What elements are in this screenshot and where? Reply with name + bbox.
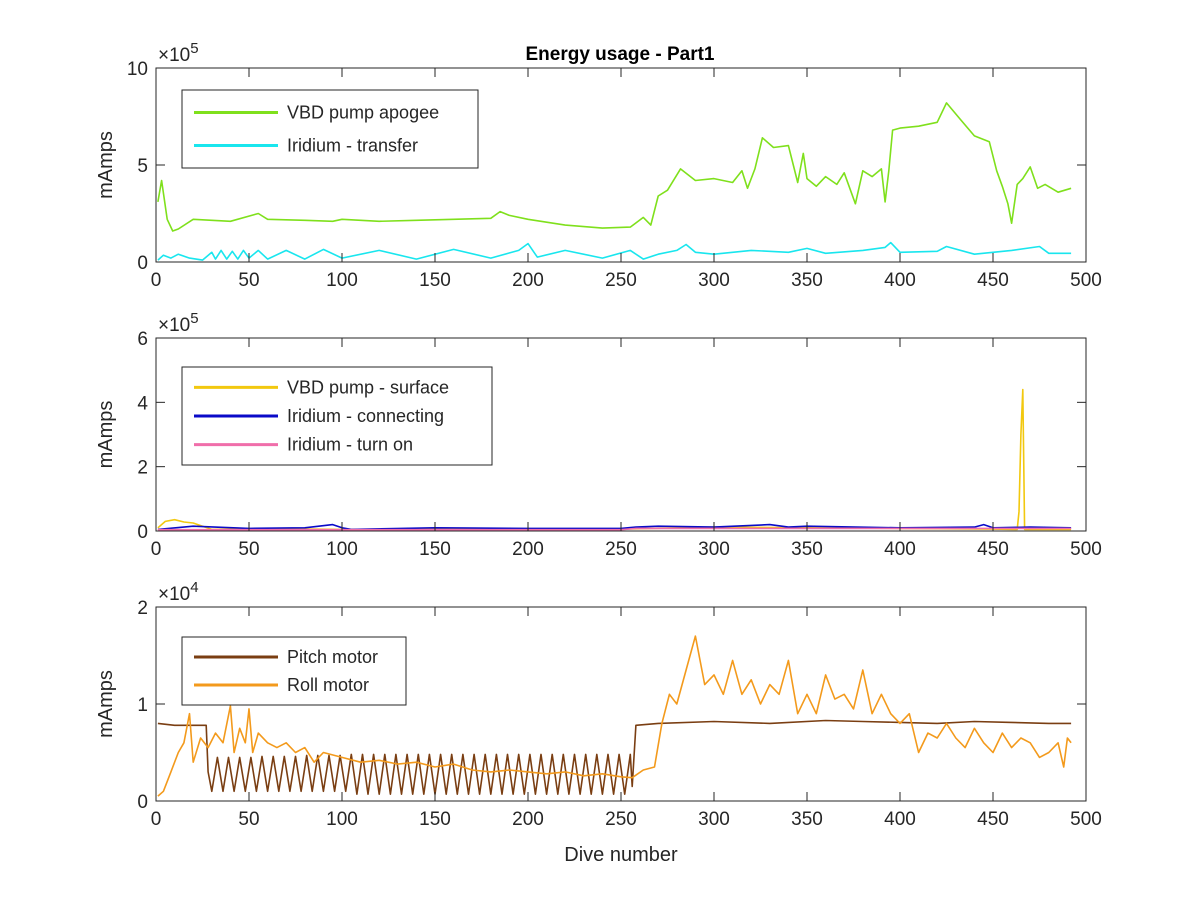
x-tick-label: 500 xyxy=(1070,270,1102,291)
x-tick-label: 450 xyxy=(977,539,1009,560)
series-line-roll-motor xyxy=(157,635,1072,797)
x-tick-label: 400 xyxy=(884,809,916,830)
x-tick-label: 350 xyxy=(791,809,823,830)
legend: VBD pump apogee Iridium - transfer xyxy=(181,89,479,169)
y-exponent-power: 5 xyxy=(190,40,198,57)
x-tick-label: 300 xyxy=(698,539,730,560)
legend-label: Pitch motor xyxy=(287,647,378,667)
x-tick-label: 450 xyxy=(977,270,1009,291)
y-tick-label: 0 xyxy=(137,522,148,543)
x-tick-label: 100 xyxy=(326,270,358,291)
x-tick-label: 0 xyxy=(151,539,162,560)
legend-label: VBD pump - surface xyxy=(287,377,449,397)
legend-label: Iridium - connecting xyxy=(287,406,444,426)
x-tick-label: 200 xyxy=(512,539,544,560)
y-tick-label: 6 xyxy=(137,329,148,350)
x-axis-label: Dive number xyxy=(564,844,678,866)
series-line-vbd-pump-apogee xyxy=(157,102,1072,232)
x-tick-label: 0 xyxy=(151,270,162,291)
x-tick-label: 150 xyxy=(419,270,451,291)
x-tick-label: 200 xyxy=(512,809,544,830)
y-tick-label: 5 xyxy=(137,156,148,177)
x-tick-label: 50 xyxy=(238,270,259,291)
x-tick-label: 250 xyxy=(605,809,637,830)
y-tick-label: 0 xyxy=(137,792,148,813)
x-tick-label: 400 xyxy=(884,270,916,291)
x-tick-label: 100 xyxy=(326,809,358,830)
x-tick-label: 0 xyxy=(151,809,162,830)
y-tick-label: 2 xyxy=(137,598,148,619)
subplot-3: 0 50 100 150 200 250 300 350 400 450 500012×104mAm… xyxy=(95,579,1102,866)
legend-label: Roll motor xyxy=(287,675,369,695)
y-tick-label: 4 xyxy=(137,393,148,414)
x-tick-label: 350 xyxy=(791,270,823,291)
x-tick-label: 150 xyxy=(419,809,451,830)
x-tick-label: 100 xyxy=(326,539,358,560)
y-axis-label: mAmps xyxy=(95,131,117,199)
y-axis-label: mAmps xyxy=(95,401,117,469)
legend-box xyxy=(181,89,479,169)
y-tick-label: 1 xyxy=(137,695,148,716)
x-tick-label: 250 xyxy=(605,270,637,291)
x-tick-label: 50 xyxy=(238,809,259,830)
y-tick-label: 0 xyxy=(137,253,148,274)
series-lines xyxy=(157,635,1072,797)
legend-box xyxy=(181,636,407,706)
legend-label: Iridium - turn on xyxy=(287,435,413,455)
subplot-2: 0 50 100 150 200 250 300 350 400 450 5000246×105mA… xyxy=(95,310,1102,560)
subplot-panels: 0 50 100 150 200 250 300 350 400 450 5000510×105mA… xyxy=(95,40,1102,866)
y-exponent-power: 4 xyxy=(190,579,198,596)
x-tick-label: 200 xyxy=(512,270,544,291)
subplot-1: 0 50 100 150 200 250 300 350 400 450 5000510×105mA… xyxy=(95,40,1102,291)
x-tick-label: 450 xyxy=(977,809,1009,830)
series-lines xyxy=(157,388,1072,531)
series-line-iridium-turn-on xyxy=(157,527,1072,531)
figure-title: Energy usage - Part1 xyxy=(525,44,714,65)
x-tick-label: 150 xyxy=(419,539,451,560)
legend: VBD pump - surface Iridium - connecting Ir… xyxy=(181,366,493,466)
x-tick-label: 500 xyxy=(1070,809,1102,830)
x-tick-label: 500 xyxy=(1070,539,1102,560)
series-line-pitch-motor xyxy=(157,719,1072,796)
legend: Pitch motor Roll motor xyxy=(181,636,407,706)
legend-label: Iridium - transfer xyxy=(287,136,418,156)
series-line-iridium-connecting xyxy=(157,523,1072,531)
x-tick-label: 50 xyxy=(238,539,259,560)
y-tick-label: 10 xyxy=(127,59,148,80)
y-tick-label: 2 xyxy=(137,458,148,479)
legend-label: VBD pump apogee xyxy=(287,103,439,123)
x-tick-label: 300 xyxy=(698,809,730,830)
series-lines xyxy=(157,102,1072,261)
series-line-iridium-transfer xyxy=(157,241,1072,261)
x-tick-label: 400 xyxy=(884,539,916,560)
x-tick-label: 350 xyxy=(791,539,823,560)
x-tick-label: 250 xyxy=(605,539,637,560)
y-axis-label: mAmps xyxy=(95,670,117,738)
y-exponent-power: 5 xyxy=(190,310,198,327)
x-tick-label: 300 xyxy=(698,270,730,291)
